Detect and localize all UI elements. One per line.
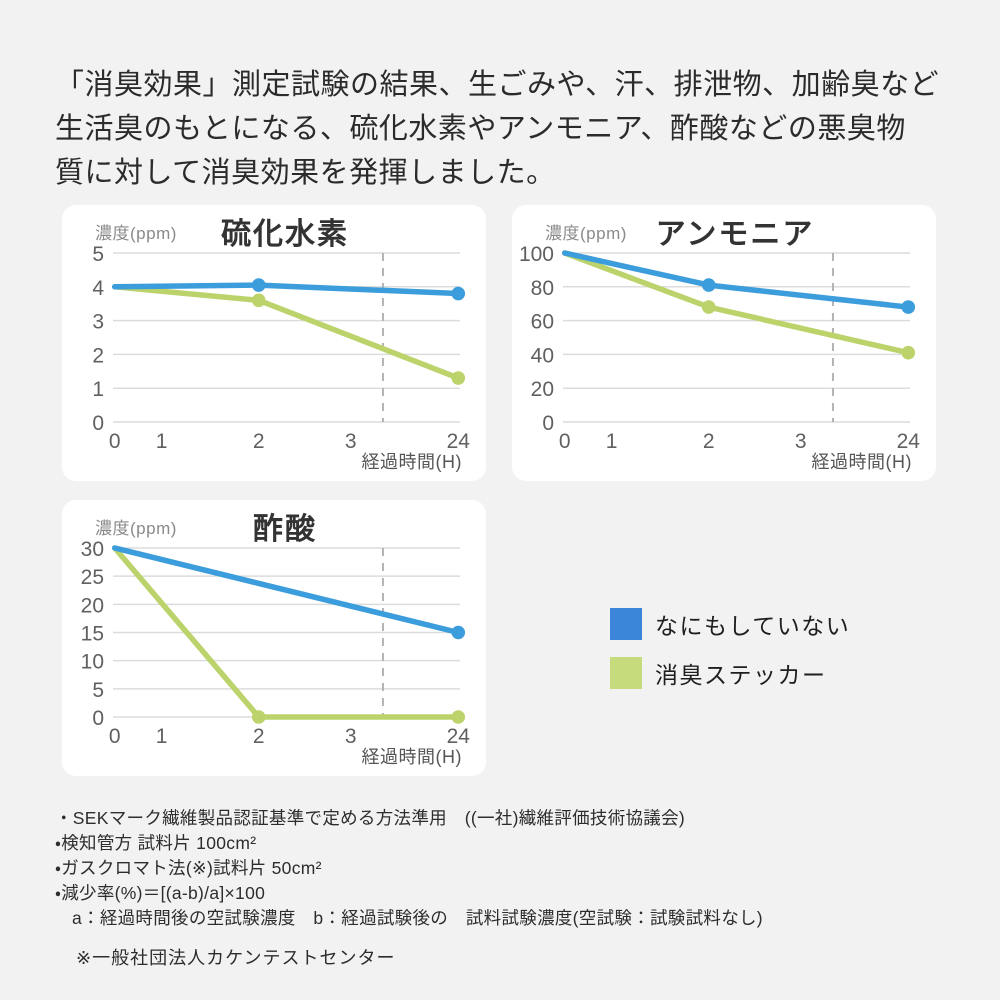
line-chart-ammonia: 100 80 60 40 20 00 1 2 3 24 <box>519 243 921 453</box>
y-tick-label: 20 <box>81 594 104 617</box>
x-tick-label: 2 <box>703 430 715 453</box>
footnote-line: ・SEKマーク繊維製品認証基準で定める方法準用 ((一社)繊維評価技術協議会) <box>55 808 686 828</box>
series-line-green <box>111 284 462 381</box>
legend-swatch-green <box>610 657 642 689</box>
chart-card-hydrogen-sulfide: 濃度(ppm) 硫化水素 5 4 3 2 1 0 0 1 2 3 24 経過時間(H) <box>62 205 486 481</box>
x-axis-label: 経過時間(H) <box>361 452 462 472</box>
source-note: ※一般社団法人カケンテストセンター <box>76 948 396 968</box>
y-tick-label: 100 <box>519 243 554 266</box>
y-tick-label: 1 <box>92 378 104 401</box>
intro-line-2: 生活臭のもとになる、硫化水素やアンモニア、酢酸などの悪臭物 <box>55 113 906 145</box>
chart-title: 酢酸 <box>253 513 317 546</box>
x-tick-label: 24 <box>897 430 921 453</box>
y-tick-label: 5 <box>92 679 104 702</box>
footnote-line: ・ガスクロマト法(※)試料片 50cm² <box>55 858 322 878</box>
legend: なにもしていない 消臭ステッカー <box>610 607 850 705</box>
y-tick-label: 30 <box>81 538 104 561</box>
y-axis-unit-label: 濃度(ppm) <box>95 519 177 538</box>
x-tick-label: 3 <box>795 430 807 453</box>
data-point-green <box>251 293 266 308</box>
intro-text: 「消臭効果」測定試験の結果、生ごみや、汗、排泄物、加齢臭など 生活臭のもとになる、… <box>55 63 965 195</box>
data-point-green <box>451 710 466 724</box>
y-tick-label: 40 <box>531 344 554 367</box>
y-tick-label: 2 <box>92 344 104 367</box>
y-axis-unit-label: 濃度(ppm) <box>545 224 627 243</box>
data-point-blue <box>251 278 266 292</box>
x-tick-label: 1 <box>156 430 168 453</box>
legend-item-deodorant-sticker: 消臭ステッカー <box>610 656 850 690</box>
x-tick-label: 0 <box>559 430 571 453</box>
y-axis-unit-label: 濃度(ppm) <box>95 224 177 243</box>
legend-label-untreated: なにもしていない <box>655 613 851 639</box>
data-point-blue <box>451 286 466 301</box>
y-tick-label: 3 <box>92 311 104 334</box>
footnote-line: ・減少率(%)＝[(a-b)/a]×100 <box>55 883 266 903</box>
y-tick-label: 4 <box>92 277 104 300</box>
chart-card-ammonia: 濃度(ppm) アンモニア 100 80 60 40 20 0 0 1 2 3 24 経過時間(H) <box>512 205 936 481</box>
x-tick-label: 1 <box>156 725 168 748</box>
line-chart-hydrogen-sulfide: 5 4 3 2 1 00 1 2 3 24 <box>92 243 471 453</box>
data-point-green <box>901 345 916 360</box>
y-tick-label: 5 <box>92 243 104 266</box>
x-tick-label: 0 <box>109 725 121 748</box>
x-axis-label: 経過時間(H) <box>811 452 912 472</box>
data-point-green <box>251 710 266 724</box>
x-tick-label: 2 <box>253 430 265 453</box>
x-tick-label: 2 <box>253 725 265 748</box>
legend-swatch-blue <box>610 608 642 640</box>
x-tick-label: 24 <box>447 430 471 453</box>
chart-title: アンモニア <box>655 218 815 251</box>
x-tick-label: 0 <box>109 430 121 453</box>
data-point-blue <box>451 625 466 640</box>
x-tick-label: 24 <box>447 725 471 748</box>
y-tick-label: 15 <box>81 623 104 646</box>
footnotes: ・SEKマーク繊維製品認証基準で定める方法準用 ((一社)繊維評価技術協議会) … <box>55 806 955 931</box>
data-point-blue <box>701 278 716 292</box>
y-tick-label: 0 <box>92 707 104 730</box>
y-tick-label: 25 <box>81 566 104 589</box>
y-tick-label: 20 <box>531 378 554 401</box>
y-tick-label: 10 <box>81 651 104 674</box>
data-point-green <box>701 300 716 314</box>
intro-line-1: 「消臭効果」測定試験の結果、生ごみや、汗、排泄物、加齢臭など <box>55 69 940 101</box>
chart-title: 硫化水素 <box>221 218 349 251</box>
y-tick-label: 60 <box>531 311 554 334</box>
legend-label-deodorant-sticker: 消臭ステッカー <box>655 662 827 688</box>
footnote-line: a：経過時間後の空試験濃度 b：経過試験後の 試料試験濃度(空試験：試験試料なし… <box>72 908 763 928</box>
x-axis-label: 経過時間(H) <box>361 747 462 767</box>
series-line-blue <box>561 250 912 310</box>
x-tick-label: 3 <box>345 725 357 748</box>
y-tick-label: 80 <box>531 277 554 300</box>
y-tick-label: 0 <box>542 412 554 435</box>
legend-item-untreated: なにもしていない <box>610 607 850 641</box>
x-tick-label: 3 <box>345 430 357 453</box>
intro-line-3: 質に対して消臭効果を発揮しました。 <box>55 157 556 189</box>
x-tick-label: 1 <box>606 430 618 453</box>
chart-card-acetic-acid: 濃度(ppm) 酢酸 30 25 20 15 10 5 0 0 1 2 3 24 経過時間(H) <box>62 500 486 776</box>
data-point-blue <box>901 300 916 314</box>
data-point-green <box>451 371 466 385</box>
series-line-blue <box>111 545 462 636</box>
footnote-line: ・検知管方 試料片 100cm² <box>55 833 257 853</box>
y-tick-label: 0 <box>92 412 104 435</box>
